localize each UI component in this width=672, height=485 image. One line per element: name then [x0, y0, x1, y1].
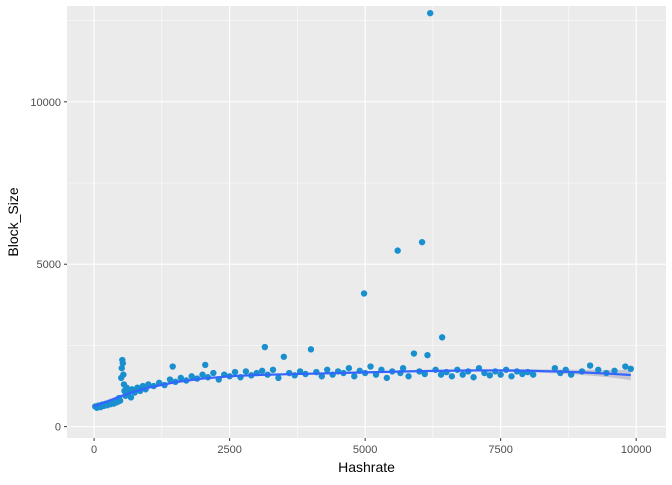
data-point [437, 371, 445, 378]
data-point [611, 367, 618, 374]
smooth-fit-line [93, 369, 631, 408]
data-point [459, 371, 466, 378]
data-point [394, 247, 401, 254]
data-point [177, 374, 185, 382]
data-point [360, 290, 368, 297]
data-point [486, 372, 494, 379]
data-point [231, 368, 239, 376]
panel-background [67, 6, 666, 438]
minor-gridlines [67, 6, 666, 438]
data-point [497, 371, 504, 378]
data-point [399, 364, 407, 372]
y-tick-label: 0 [55, 422, 61, 434]
major-gridlines [67, 6, 666, 438]
data-point [426, 9, 434, 17]
data-point [405, 373, 412, 380]
data-point [258, 367, 266, 374]
data-point [261, 343, 269, 351]
data-point [307, 346, 315, 353]
data-point [120, 371, 127, 378]
x-tick-label: 7500 [488, 444, 512, 456]
data-point [529, 371, 537, 378]
data-point [438, 334, 446, 341]
data-point [188, 373, 195, 380]
x-tick-label: 0 [91, 444, 97, 456]
x-tick-label: 10000 [621, 444, 652, 456]
x-axis-title: Hashrate [338, 459, 395, 475]
data-point [627, 365, 634, 373]
data-point [508, 373, 515, 380]
data-point [145, 381, 152, 388]
data-point [448, 373, 456, 380]
points-layer [91, 9, 634, 411]
data-point [418, 238, 426, 246]
x-tick-label: 2500 [217, 444, 241, 456]
data-point [622, 363, 629, 370]
data-point [323, 366, 331, 373]
data-point [470, 374, 477, 381]
data-point [118, 364, 125, 372]
data-point [242, 368, 250, 375]
data-point [410, 350, 418, 357]
data-point [586, 362, 594, 369]
y-tick-label: 5000 [37, 259, 61, 271]
x-axis-ticks: 0 2500 5000 7500 10000 [91, 438, 651, 456]
data-point [119, 360, 127, 367]
data-point [424, 351, 431, 359]
data-point [280, 353, 288, 360]
data-point [318, 373, 325, 380]
data-point [202, 361, 209, 369]
data-point [551, 364, 559, 372]
data-point [275, 374, 282, 382]
data-point [169, 363, 176, 370]
data-point [210, 369, 217, 377]
data-point [421, 370, 428, 378]
x-tick-label: 5000 [353, 444, 377, 456]
y-axis-ticks: 0 5000 10000 [30, 97, 67, 434]
data-point [383, 374, 391, 382]
data-point [166, 376, 174, 383]
data-point [351, 373, 358, 380]
data-point [519, 370, 526, 378]
data-point [595, 366, 602, 373]
y-axis-title: Block_Size [5, 187, 21, 256]
data-point [367, 363, 374, 370]
data-point [269, 366, 277, 373]
data-point [199, 371, 206, 378]
data-point [116, 397, 124, 404]
data-point [345, 364, 353, 372]
smooth-line-layer [93, 369, 631, 408]
y-tick-label: 10000 [30, 97, 61, 109]
data-point [127, 394, 135, 401]
